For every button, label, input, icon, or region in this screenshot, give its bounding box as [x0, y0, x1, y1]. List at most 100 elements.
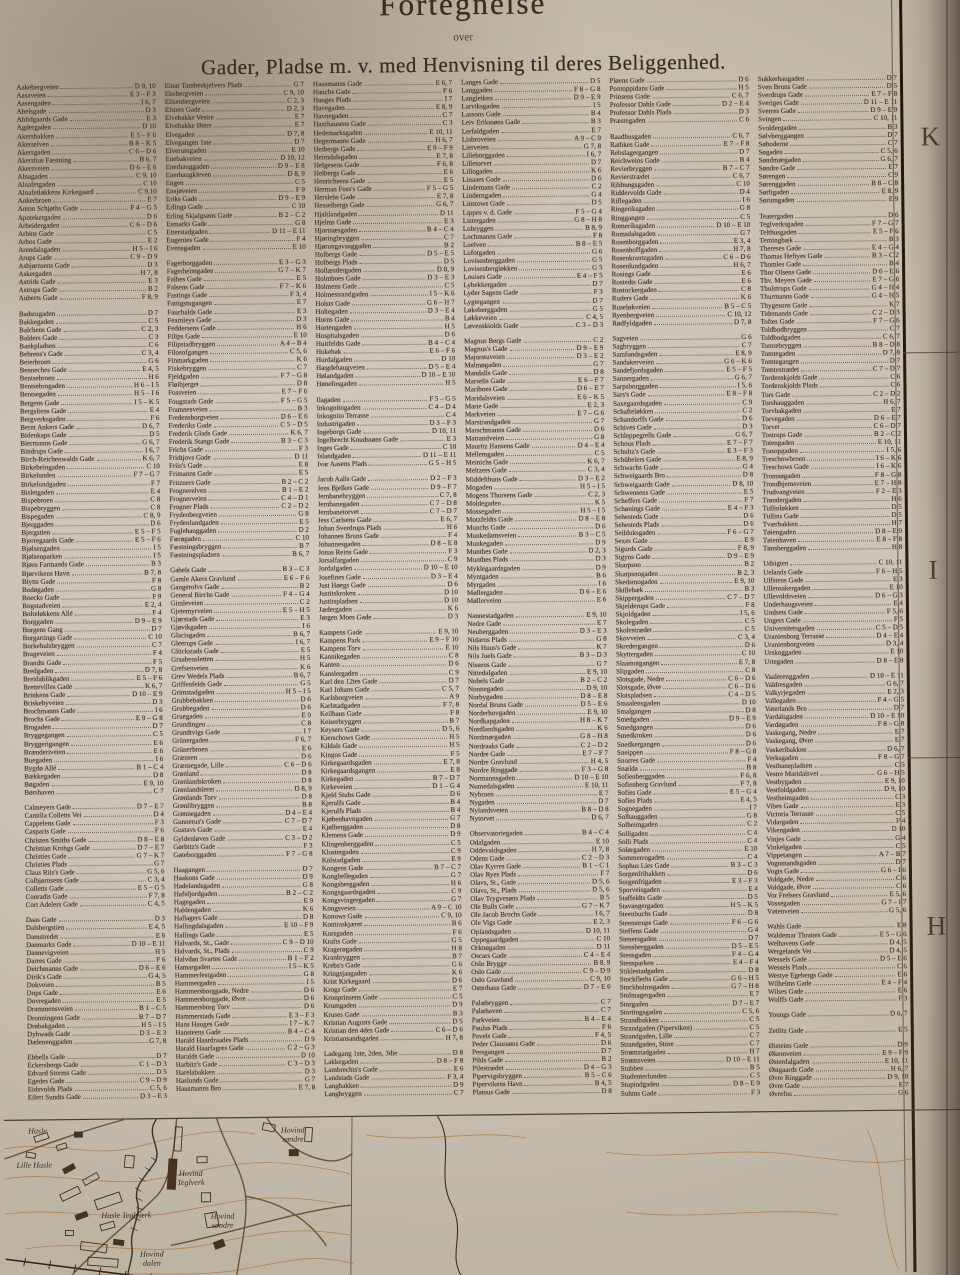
map-buildings — [25, 1122, 314, 1268]
dot-leader — [59, 289, 146, 293]
dot-leader — [64, 555, 152, 559]
grid-reference: C 7 — [297, 363, 308, 372]
letter-group: Vaalerenggaden D 10 – E 11 Valdresgaden G 6… — [764, 671, 906, 916]
dot-leader — [793, 1092, 897, 1097]
dot-leader — [804, 94, 870, 97]
dot-leader — [671, 986, 730, 990]
street-name: Dronningens Gade — [26, 1013, 80, 1022]
dot-leader — [67, 482, 149, 486]
grid-reference: F 8 – G 8 — [729, 746, 757, 756]
grid-reference: C 5, 6 — [742, 1006, 760, 1015]
dot-leader — [57, 474, 132, 478]
dot-leader — [806, 490, 874, 494]
grid-reference: H 7, 8 — [140, 268, 158, 277]
grid-reference: E 7 — [598, 789, 609, 798]
dot-leader — [351, 318, 443, 322]
grid-reference: K 6 — [300, 662, 311, 671]
street-name: Sørenggaden — [758, 180, 796, 189]
grid-reference: K 5 — [594, 497, 606, 507]
grid-reference: F 4 — [448, 530, 458, 540]
grid-reference: G 7 — [154, 859, 165, 868]
grid-reference: B 4 — [590, 109, 601, 118]
dot-leader — [62, 216, 145, 219]
grid-reference: G 7, 8 — [583, 141, 602, 151]
grid-reference: D 7, 8 — [287, 128, 305, 138]
dot-leader — [518, 647, 595, 650]
grid-reference: D 8 – E 8 — [580, 691, 608, 700]
grid-reference: E 7 — [296, 298, 307, 307]
grid-reference: E 4 — [149, 405, 160, 414]
street-name: Hauges Plads — [313, 95, 352, 105]
dot-leader — [506, 679, 579, 683]
street-name: Alnafetløkkens Kirkegaard — [17, 188, 94, 198]
street-name: Gyldenløves Gade — [173, 834, 226, 843]
dot-leader — [72, 1032, 138, 1036]
grid-reference: D 10 — [741, 698, 756, 707]
street-name: Brogaden — [23, 723, 51, 732]
dot-leader — [232, 1014, 287, 1018]
dot-leader — [362, 801, 449, 805]
dot-leader — [801, 1084, 897, 1088]
dot-leader — [667, 474, 741, 478]
grid-reference: G 8 — [302, 880, 313, 889]
dot-leader — [808, 85, 885, 89]
dot-leader — [515, 518, 577, 522]
dot-leader — [362, 575, 429, 579]
grid-reference: B 8 — [746, 763, 757, 772]
index-column-5: Pløens Gade D 6 Pontoppidans Gade H 5 Prinse… — [609, 75, 760, 1116]
dot-leader — [209, 626, 301, 630]
dot-leader — [208, 222, 294, 226]
grid-reference: H 5 — [445, 378, 456, 388]
dot-leader — [509, 308, 591, 312]
grid-reference: G 7 — [450, 814, 461, 823]
dot-leader — [63, 959, 155, 963]
grid-reference: I 7 — [444, 94, 453, 103]
dot-leader — [518, 987, 582, 990]
dot-leader — [213, 125, 293, 128]
grid-reference: G 6, 7 — [734, 373, 753, 382]
dot-leader — [222, 821, 283, 824]
dot-leader — [664, 897, 746, 901]
dot-leader — [216, 804, 301, 808]
dot-leader — [223, 780, 300, 784]
street-name: Øvre Ringgade — [768, 1073, 812, 1083]
grid-reference: E 9, 10 — [734, 576, 755, 585]
dot-leader — [64, 352, 140, 356]
dot-leader — [520, 938, 595, 942]
map-place-label: Lille Hasle — [16, 1160, 53, 1170]
dot-leader — [359, 229, 425, 232]
dot-leader — [231, 949, 302, 953]
street-name: Jonas Reins Gade — [318, 548, 369, 557]
grid-reference: E 3 — [446, 434, 457, 443]
grid-reference: E 5 – F 6 — [130, 130, 157, 139]
dot-leader — [362, 647, 444, 651]
grid-reference: C 3 — [442, 119, 453, 128]
grid-reference: E 10 — [291, 145, 305, 154]
dot-leader — [222, 731, 302, 735]
dot-leader — [662, 742, 744, 746]
grid-reference: E 5 – F 6 — [134, 535, 161, 544]
dot-leader — [205, 601, 298, 605]
grid-reference: H 6, 7 — [733, 260, 751, 270]
dot-leader — [666, 856, 746, 860]
dot-leader — [808, 287, 870, 291]
dot-leader — [800, 506, 890, 510]
grid-reference: B 8 — [302, 800, 313, 809]
grid-reference: D 7 — [294, 137, 305, 146]
dot-leader — [665, 418, 741, 421]
dot-leader — [655, 596, 726, 600]
grid-reference: D 7, 8 — [882, 348, 901, 357]
dot-leader — [494, 170, 590, 174]
grid-reference: H 5 – I 5 — [580, 506, 606, 515]
dot-leader — [367, 139, 434, 143]
grid-reference: H 5 — [449, 732, 460, 741]
grid-reference: F 5 – G 4 — [575, 206, 602, 216]
dot-leader — [58, 918, 153, 923]
dot-leader — [805, 134, 886, 138]
grid-reference: B 8, 9 — [585, 223, 603, 232]
grid-reference: C 6, 7 — [731, 91, 749, 100]
dot-leader — [361, 502, 428, 506]
grid-reference: C 5, 6 — [289, 347, 307, 356]
grid-reference: C 3, 4 — [587, 465, 605, 474]
dot-leader — [654, 799, 739, 803]
